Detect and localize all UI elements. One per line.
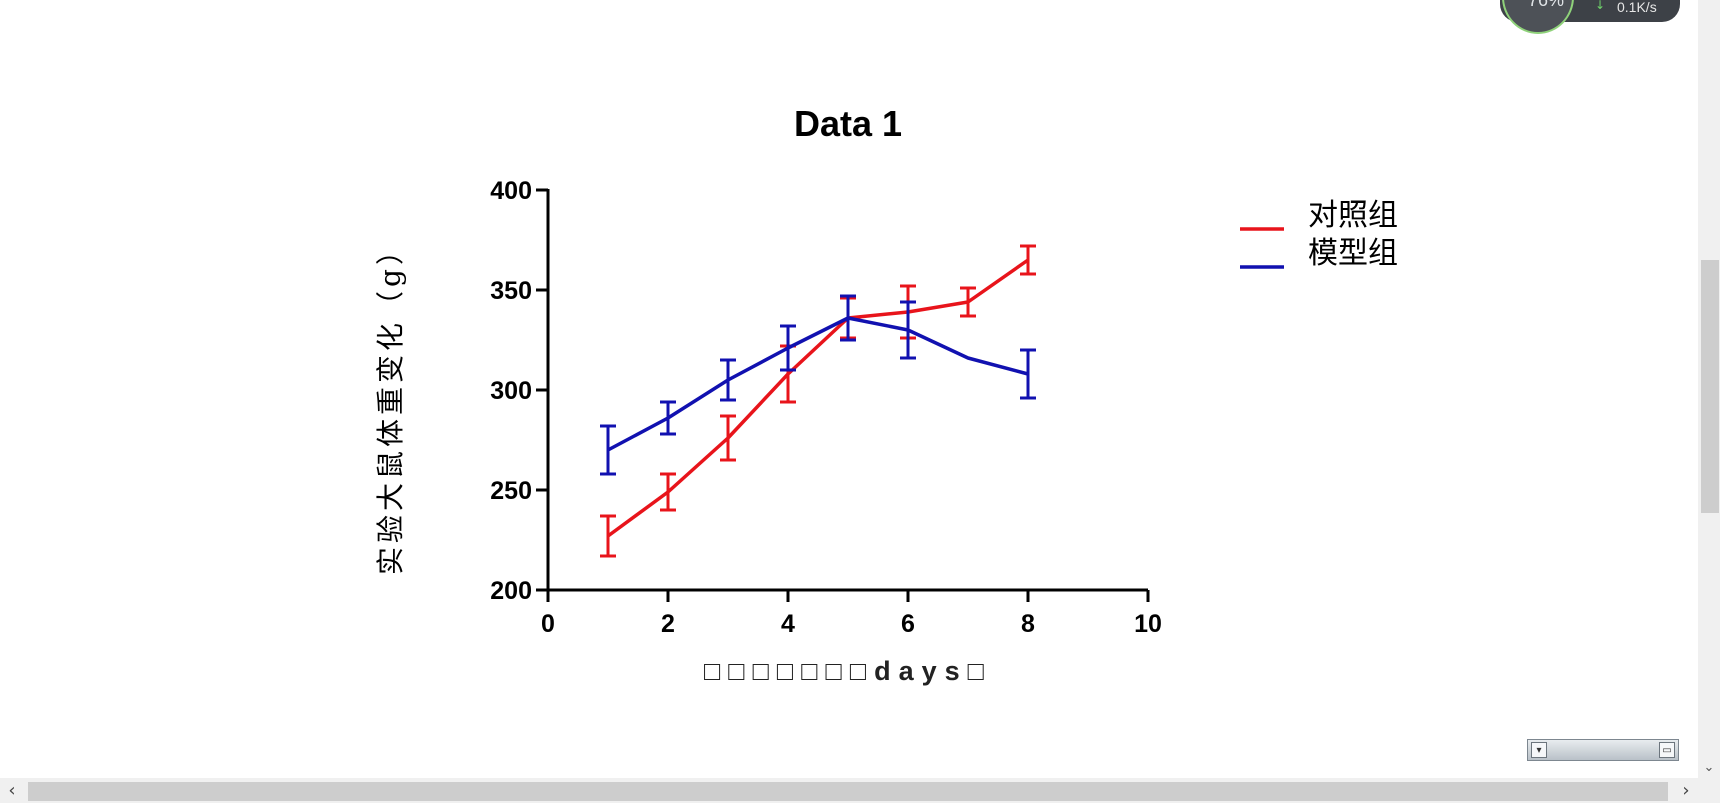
scroll-down-icon[interactable]: ⌄ [1703,760,1715,775]
error-bar [780,324,796,372]
error-bar [960,286,976,318]
series-line [606,258,1030,538]
series-line [607,316,1029,452]
y-tick-label: 350 [490,277,532,305]
x-tick-label: 6 [901,610,915,638]
scroll-left-icon[interactable]: ‹ [8,780,16,801]
x-tick-label: 8 [1021,610,1035,638]
download-rate: 0.1K/s [1617,0,1657,15]
restore-icon[interactable]: ▭ [1659,742,1675,758]
chart-title: Data 1 [794,103,902,144]
axis-ticks: 200 250 300 350 400 0 2 4 6 8 10 [490,177,1162,638]
plot-area [600,244,1036,558]
chart-axes [546,189,1148,592]
error-bar [720,358,736,402]
vertical-scrollbar-thumb[interactable] [1701,260,1719,513]
dropdown-icon[interactable]: ▾ [1531,742,1547,758]
legend-item: 模型组 [1240,236,1398,271]
vertical-scrollbar[interactable]: ⌄ [1698,0,1720,778]
x-axis-label: □□□□□□□days□ [704,656,992,686]
series-2 [600,294,1036,476]
y-tick-label: 400 [490,177,532,205]
legend-label: 对照组 [1308,198,1398,233]
y-axis-label: 实验大鼠体重变化（g） [374,233,407,575]
error-bar [1020,348,1036,400]
mini-toolbar[interactable]: ▾ ▭ [1527,739,1679,761]
download-arrow-icon: ↓ [1595,0,1606,12]
y-tick-label: 250 [490,477,532,505]
y-tick-label: 300 [490,377,532,405]
error-bar [720,414,736,462]
y-tick-label: 200 [490,577,532,605]
x-tick-label: 4 [781,610,795,638]
error-bar [600,424,616,476]
horizontal-scrollbar[interactable]: ‹ › [0,778,1720,803]
horizontal-scrollbar-thumb[interactable] [28,782,1668,801]
x-tick-label: 10 [1134,610,1162,638]
scroll-right-icon[interactable]: › [1682,780,1690,801]
error-bar [660,472,676,512]
error-bar [900,300,916,360]
error-bar [600,514,616,558]
x-tick-label: 2 [661,610,675,638]
error-bar [660,400,676,436]
error-bar [1020,244,1036,276]
speed-percent: 76% [1528,0,1565,10]
x-tick-label: 0 [541,610,555,638]
legend-label: 模型组 [1308,236,1398,271]
error-bar [840,294,856,342]
legend-item: 对照组 [1240,198,1398,233]
